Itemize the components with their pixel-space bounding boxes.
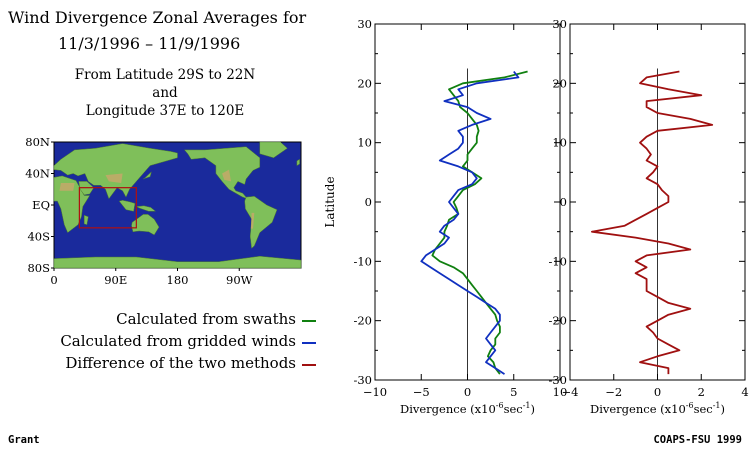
x-tick-label: 10 [553, 385, 568, 399]
footer-author: Grant [8, 434, 40, 446]
region-longitude: Longitude 37E to 120E [85, 103, 245, 119]
map-lat-label: 40N [25, 167, 50, 181]
y-tick-label: -10 [548, 254, 567, 268]
region-and: and [152, 85, 178, 101]
x-tick-label: 4 [741, 385, 748, 399]
legend-swaths-swatch [302, 320, 316, 322]
y-tick-label: 30 [552, 17, 567, 31]
difference-profile-chart: -30 -20 -10 0 10 20 30 −4 −2 0 2 4 Divergence (x10-6… [548, 17, 748, 416]
y-tick-label: -10 [353, 254, 372, 268]
region-box [78, 187, 137, 229]
y-tick-label: 0 [560, 195, 567, 209]
legend-swaths-label: Calculated from swaths [116, 310, 296, 328]
map-lon-label: 90W [226, 273, 253, 287]
map-lat-label: 80N [25, 135, 50, 149]
x-tick-label: −4 [562, 385, 579, 399]
chart-title-dates: 11/3/1996 – 11/9/1996 [58, 34, 241, 53]
legend-gridded-swatch [302, 342, 316, 344]
y-tick-label: 30 [357, 17, 372, 31]
x-tick-label: 0 [654, 385, 661, 399]
region-latitude: From Latitude 29S to 22N [74, 67, 256, 83]
x-tick-label: 0 [464, 385, 471, 399]
y-axis-label: Latitude [323, 176, 337, 227]
legend-gridded-label: Calculated from gridded winds [60, 332, 296, 350]
legend-difference-label: Difference of the two methods [65, 354, 296, 372]
x-tick-label: −10 [363, 385, 387, 399]
footer-credit: COAPS-FSU 1999 [653, 434, 742, 446]
series-line-1-0 [591, 70, 714, 375]
divergence-profile-chart: -30 -20 -10 0 10 20 30 −10 −5 0 5 10 Divergence (x10… [323, 17, 567, 416]
series-line-0-0 [431, 70, 528, 375]
x-tick-label: 5 [510, 385, 517, 399]
map-lon-label: 0 [50, 273, 57, 287]
y-tick-label: 20 [357, 76, 372, 90]
map-lon-label: 180 [167, 273, 189, 287]
x-tick-label: −2 [605, 385, 622, 399]
x-axis-label: Divergence (x10-6sec-1) [400, 401, 535, 416]
x-tick-label: 2 [698, 385, 705, 399]
x-axis-label: Divergence (x10-6sec-1) [590, 401, 725, 416]
y-tick-label: 0 [365, 195, 372, 209]
y-tick-label: 20 [552, 76, 567, 90]
y-tick-label: -20 [353, 314, 372, 328]
y-tick-label: 10 [552, 136, 567, 150]
y-tick-label: -20 [548, 314, 567, 328]
map-land [53, 141, 302, 269]
legend-difference-swatch [302, 364, 316, 366]
map-lat-label: 40S [27, 230, 50, 244]
series-line-0-1 [420, 70, 520, 375]
map-lat-label: 80S [27, 261, 50, 275]
x-tick-label: −5 [413, 385, 430, 399]
map-lat-label: EQ [32, 198, 50, 212]
y-tick-label: -30 [548, 373, 567, 387]
y-tick-label: -30 [353, 373, 372, 387]
chart-title-line1: Wind Divergence Zonal Averages for [8, 8, 307, 27]
y-tick-label: 10 [357, 136, 372, 150]
map-lon-label: 90E [104, 273, 127, 287]
